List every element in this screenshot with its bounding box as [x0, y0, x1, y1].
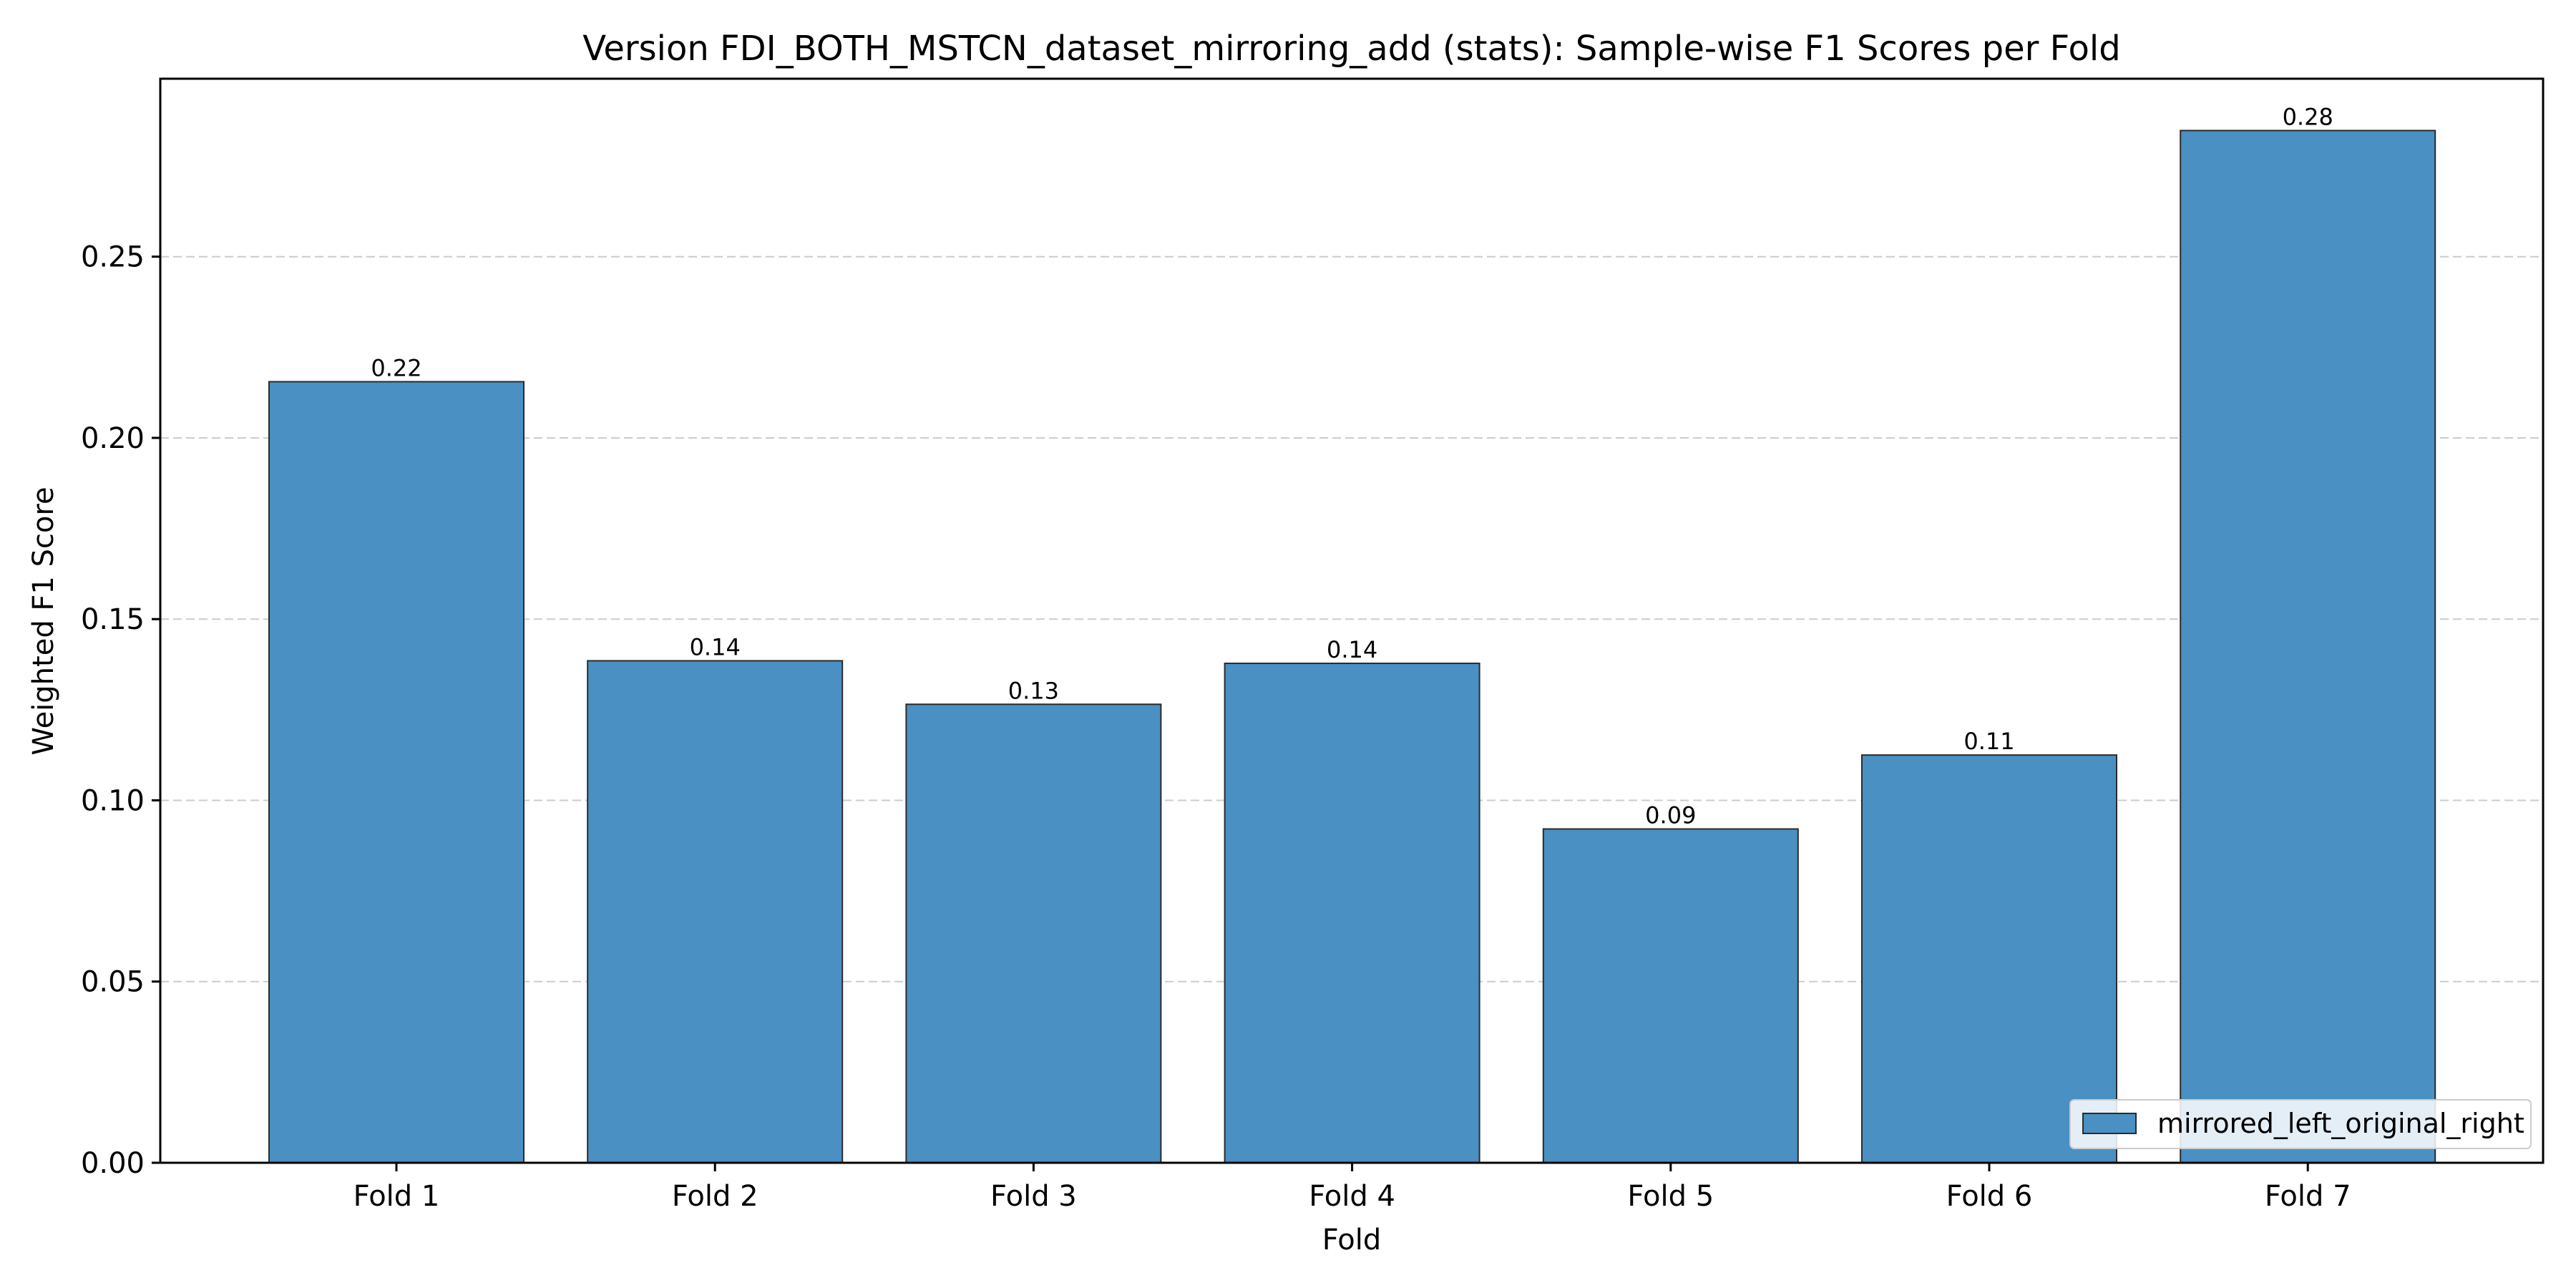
bars: [268, 130, 2436, 1164]
x-axis-ticks: Fold 1 Fold 2 Fold 3 Fold 4 Fold 5 Fold 6 Fold…: [353, 1163, 2351, 1213]
y-tick-label: 0.10: [81, 784, 145, 817]
y-tick-label: 0.20: [81, 422, 145, 455]
bar: [587, 660, 844, 1163]
y-tick-label: 0.25: [81, 241, 145, 274]
bar: [1542, 828, 1799, 1163]
bar-value-label: 0.22: [371, 354, 421, 381]
bar-value-label: 0.14: [1327, 636, 1377, 663]
bar-value-label: 0.28: [2283, 103, 2333, 130]
bar-value-label: 0.09: [1645, 801, 1696, 829]
chart-title: Version FDI_BOTH_MSTCN_dataset_mirroring…: [582, 29, 2120, 69]
legend-entry: mirrored_left_original_right: [2157, 1108, 2524, 1139]
x-tick-label: Fold 2: [672, 1180, 758, 1213]
x-axis-label: Fold: [1322, 1224, 1382, 1257]
legend: mirrored_left_original_right: [2069, 1099, 2532, 1149]
x-tick-label: Fold 6: [1946, 1180, 2033, 1213]
y-axis-ticks: 0.00 0.05 0.10 0.15 0.20 0.25: [81, 241, 160, 1180]
bar: [1224, 663, 1480, 1163]
x-tick-label: Fold 7: [2265, 1180, 2351, 1213]
bar-value-label: 0.13: [1008, 677, 1059, 704]
bar: [905, 703, 1162, 1163]
x-tick-label: Fold 3: [990, 1180, 1077, 1213]
bar-value-labels: 0.22 0.14 0.13 0.14 0.09 0.11 0.28: [371, 103, 2333, 829]
y-tick-label: 0.00: [81, 1147, 145, 1180]
bar-value-label: 0.14: [690, 633, 741, 660]
y-tick-label: 0.05: [81, 966, 145, 999]
bar: [1861, 754, 2117, 1164]
bar-value-label: 0.11: [1963, 728, 2014, 755]
y-tick-label: 0.15: [81, 603, 145, 636]
bar: [2180, 130, 2436, 1164]
legend-swatch: [2082, 1113, 2137, 1134]
x-tick-label: Fold 4: [1309, 1180, 1395, 1213]
bar: [268, 381, 525, 1164]
y-axis-label: Weighted F1 Score: [27, 487, 60, 755]
legend-frame: [2069, 1099, 2532, 1149]
x-tick-label: Fold 1: [353, 1180, 440, 1213]
x-tick-label: Fold 5: [1627, 1180, 1714, 1213]
